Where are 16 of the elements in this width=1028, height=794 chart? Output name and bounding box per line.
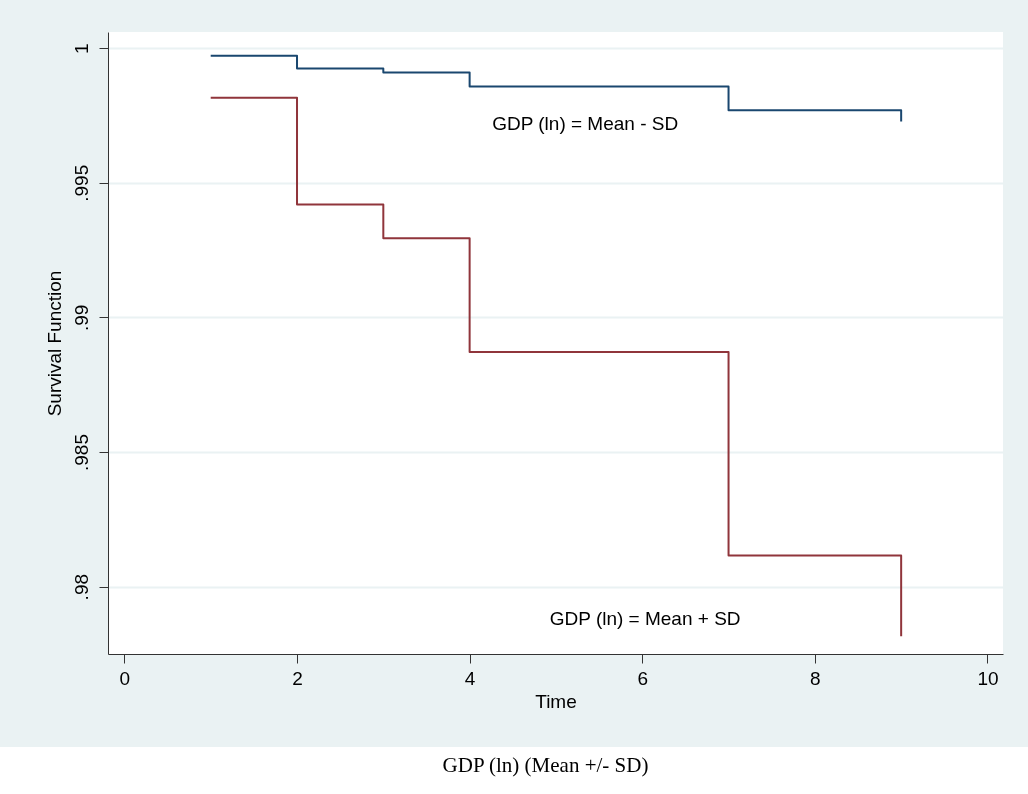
x-tick-label: 0 (119, 667, 131, 689)
x-tick-label: 6 (637, 667, 649, 689)
text: GDP (ln) = Mean + SD (549, 608, 741, 630)
y-tick-label: .99 (70, 304, 92, 332)
x-tick-label: 4 (464, 667, 476, 689)
y-tick-label: 1 (70, 43, 92, 54)
y-axis-title: Survival Function (43, 270, 65, 417)
x-tick-label: 8 (810, 667, 821, 689)
y-tick-label: .995 (70, 164, 92, 202)
series-label: GDP (ln) = Mean - SD (492, 113, 679, 135)
x-axis-title: Time (535, 690, 577, 712)
y-tick-label: .98 (70, 573, 92, 601)
text: GDP (ln) (Mean +/- SD) (442, 753, 649, 777)
x-tick-label: 10 (977, 667, 999, 689)
x-tick-label: 2 (292, 667, 303, 689)
y-tick-label: .985 (70, 434, 92, 472)
